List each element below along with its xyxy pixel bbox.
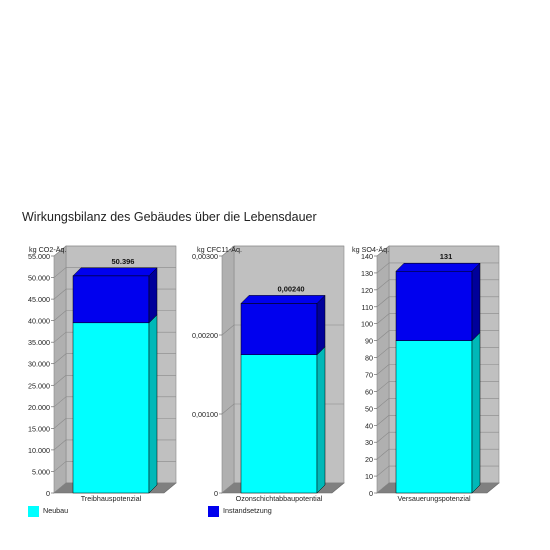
y-tick-label: 10 [365,472,373,481]
y-tick-label: 0 [214,489,218,498]
y-tick-label: 50.000 [28,274,50,283]
y-tick-label: 140 [361,252,373,261]
chart-title: Wirkungsbilanz des Gebäudes über die Leb… [22,210,317,224]
gridline-diagonal [53,353,67,364]
y-tick-label: 20 [365,455,373,464]
legend-swatch-instandsetzung [208,506,219,517]
y-tick-label: 90 [365,337,373,346]
gridline-diagonal [221,403,235,415]
y-tick-label: 25.000 [28,381,50,390]
y-tick-label: 30 [365,438,373,447]
gridline-diagonal [376,262,390,274]
bar-top [395,262,481,272]
gridline-diagonal [376,465,390,477]
y-tick-label: 20.000 [28,403,50,412]
y-tick-label: 100 [361,320,373,329]
legend-label-neubau: Neubau [43,506,68,515]
chart-left-wall [53,245,67,494]
gridline-diagonal [376,398,390,409]
gridline-diagonal [53,461,67,472]
y-unit-label: kg SO4-Äq. [352,245,389,254]
y-tick-label: 0,00200 [192,331,218,340]
bar-top [72,267,158,277]
y-tick-label: 30.000 [28,360,50,369]
x-category-label: Versauerungspotenzial [397,494,471,503]
y-tick-label: 40 [365,421,373,430]
y-tick-label: 0,00100 [192,410,218,419]
gridline-diagonal [376,279,390,291]
y-tick-label: 45.000 [28,295,50,304]
y-unit-label: kg CO2-Äq. [29,245,67,254]
y-tick-label: 0,00300 [192,252,218,261]
bar-side-neubau [471,332,481,494]
bar-segment-instandsetzung [240,303,318,355]
bar-segment-instandsetzung [395,270,473,341]
legend-label-instandsetzung: Instandsetzung [223,506,272,515]
y-tick-label: 50 [365,404,373,413]
bar-total-label: 131 [440,252,453,261]
gridline-diagonal [376,381,390,392]
bar-side-neubau [316,346,326,494]
gridline-diagonal [376,431,390,443]
bar-segment-neubau [240,354,318,494]
legend-swatch-neubau [28,506,39,517]
gridline-diagonal [376,364,390,375]
y-tick-label: 15.000 [28,424,50,433]
gridline-diagonal [53,396,67,408]
gridline-diagonal [376,313,390,324]
y-unit-label: kg CFC11-Äq. [197,245,242,254]
bar-segment-neubau [72,322,150,494]
gridline-diagonal [221,324,235,336]
gridline-diagonal [53,245,67,257]
y-tick-label: 0 [46,489,50,498]
gridline-diagonal [376,415,390,426]
gridline-diagonal [53,375,67,386]
bar-side-instandsetzung [471,262,481,342]
y-tick-label: 60 [365,387,373,396]
bar-total-label: 0,00240 [277,284,304,293]
gridline-diagonal [376,245,390,257]
y-tick-label: 5.000 [32,467,50,476]
x-category-label: Ozonschichtabbaupotential [236,494,323,503]
bar-top [240,295,326,304]
gridline-diagonal [376,448,390,460]
bar-segment-neubau [395,340,473,494]
y-tick-label: 55.000 [28,252,50,261]
gridline-diagonal [53,310,67,321]
bar-segment-instandsetzung [72,275,150,324]
gridline-diagonal [53,331,67,343]
y-tick-label: 130 [361,269,373,278]
gridline-diagonal [53,288,67,300]
gridline-diagonal [376,296,390,308]
bar-total-label: 50.396 [112,257,135,266]
gridline-diagonal [53,267,67,278]
gridline-diagonal [376,482,390,494]
y-tick-label: 110 [362,303,373,312]
bar-side-neubau [148,314,158,494]
gridline-diagonal [53,418,67,429]
gridline-diagonal [376,347,390,358]
y-tick-label: 70 [365,371,373,380]
gridline-diagonal [376,330,390,341]
gridline-diagonal [53,482,67,494]
bar-side-instandsetzung [148,267,158,324]
y-tick-label: 0 [369,489,373,498]
gridline-diagonal [221,245,235,257]
y-tick-label: 10.000 [28,446,50,455]
bar-side-instandsetzung [316,294,326,356]
gridline-diagonal [53,439,67,451]
y-tick-label: 40.000 [28,317,50,326]
x-category-label: Treibhauspotenzial [81,494,142,503]
y-tick-label: 35.000 [28,338,50,347]
gridline-diagonal [221,482,235,494]
y-tick-label: 80 [365,354,373,363]
y-tick-label: 120 [361,286,373,295]
chart-left-wall [221,245,235,494]
